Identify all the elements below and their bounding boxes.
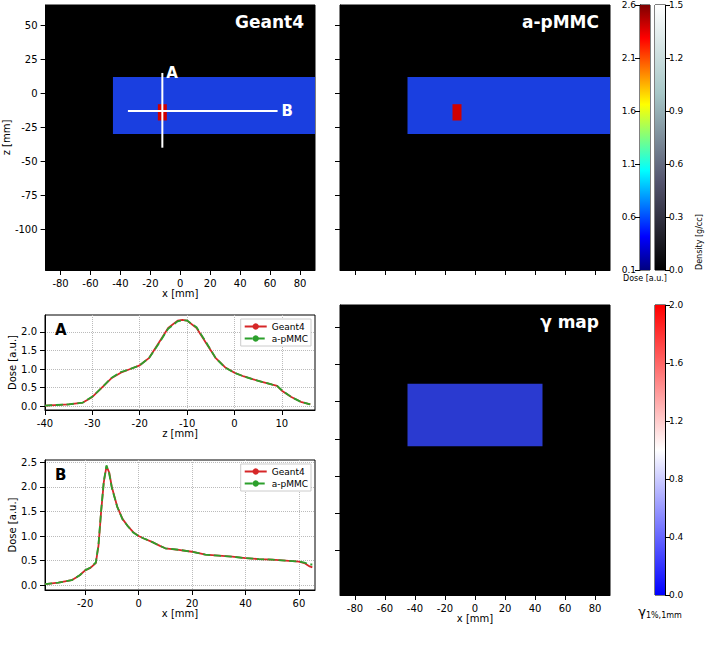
svg-text:40: 40 (234, 278, 247, 289)
svg-text:z [mm]: z [mm] (1, 120, 12, 156)
svg-text:Geant4: Geant4 (272, 467, 305, 477)
svg-text:20: 20 (186, 598, 199, 609)
svg-text:10: 10 (275, 418, 288, 429)
svg-text:1.0: 1.0 (21, 364, 37, 375)
svg-text:0: 0 (31, 88, 37, 99)
svg-text:-80: -80 (347, 603, 363, 614)
svg-text:γ map: γ map (540, 312, 599, 332)
svg-text:0.0: 0.0 (21, 580, 37, 591)
svg-text:a-pMMC: a-pMMC (272, 334, 308, 344)
svg-text:60: 60 (293, 598, 306, 609)
svg-text:1.0: 1.0 (21, 531, 37, 542)
svg-text:2.0: 2.0 (21, 326, 37, 337)
svg-text:-40: -40 (112, 278, 128, 289)
svg-text:1.6: 1.6 (622, 106, 637, 116)
svg-text:Dose [a.u.]: Dose [a.u.] (7, 335, 18, 390)
svg-text:40: 40 (239, 598, 252, 609)
svg-text:a-pMMC: a-pMMC (272, 479, 308, 489)
svg-text:1.6: 1.6 (669, 358, 684, 368)
svg-text:0.6: 0.6 (669, 159, 684, 169)
svg-text:Density [g/cc]: Density [g/cc] (695, 214, 704, 270)
svg-text:2.0: 2.0 (21, 481, 37, 492)
svg-text:-25: -25 (21, 122, 37, 133)
svg-text:-80: -80 (52, 278, 68, 289)
svg-text:x [mm]: x [mm] (162, 608, 198, 619)
svg-text:0.8: 0.8 (669, 474, 684, 484)
svg-text:0.4: 0.4 (669, 532, 684, 542)
svg-text:0.5: 0.5 (21, 555, 37, 566)
svg-text:Geant4: Geant4 (272, 322, 305, 332)
svg-text:20: 20 (204, 278, 217, 289)
svg-text:1.5: 1.5 (21, 345, 37, 356)
svg-text:-75: -75 (21, 190, 37, 201)
svg-text:50: 50 (25, 20, 38, 31)
svg-text:2.0: 2.0 (669, 300, 684, 310)
svg-text:0.1: 0.1 (622, 265, 636, 275)
svg-text:0.0: 0.0 (669, 590, 684, 600)
svg-text:1.2: 1.2 (669, 416, 683, 426)
svg-text:-40: -40 (407, 603, 423, 614)
svg-text:A: A (166, 64, 178, 82)
svg-text:-20: -20 (437, 603, 453, 614)
svg-text:0.0: 0.0 (21, 401, 37, 412)
svg-text:-20: -20 (77, 598, 93, 609)
svg-text:-30: -30 (84, 418, 100, 429)
svg-text:0.0: 0.0 (669, 265, 684, 275)
svg-text:0: 0 (177, 278, 183, 289)
svg-text:-50: -50 (21, 156, 37, 167)
svg-text:0.3: 0.3 (669, 212, 683, 222)
svg-text:-10: -10 (179, 418, 195, 429)
svg-text:0: 0 (135, 598, 141, 609)
svg-text:80: 80 (294, 278, 307, 289)
svg-text:1.2: 1.2 (669, 53, 683, 63)
svg-text:-60: -60 (377, 603, 393, 614)
svg-text:z [mm]: z [mm] (162, 428, 198, 439)
svg-text:A: A (55, 321, 67, 339)
svg-text:-40: -40 (37, 418, 53, 429)
svg-text:Dose [a.u.]: Dose [a.u.] (7, 497, 18, 552)
svg-text:80: 80 (589, 603, 602, 614)
svg-text:-100: -100 (15, 224, 38, 235)
svg-text:-20: -20 (142, 278, 158, 289)
svg-text:2.1: 2.1 (622, 53, 636, 63)
svg-text:x [mm]: x [mm] (457, 613, 493, 624)
svg-text:γ: γ (638, 603, 646, 619)
svg-text:40: 40 (529, 603, 542, 614)
svg-text:20: 20 (499, 603, 512, 614)
svg-text:0.9: 0.9 (669, 106, 684, 116)
svg-text:1.5: 1.5 (669, 0, 683, 10)
svg-text:B: B (55, 466, 66, 484)
svg-text:Dose [a.u.]: Dose [a.u.] (623, 273, 667, 283)
svg-text:B: B (282, 102, 293, 120)
svg-text:2.5: 2.5 (21, 457, 37, 468)
svg-text:25: 25 (25, 54, 38, 65)
svg-text:60: 60 (559, 603, 572, 614)
svg-text:1.1: 1.1 (622, 159, 636, 169)
svg-text:60: 60 (264, 278, 277, 289)
svg-text:1.5: 1.5 (21, 506, 37, 517)
svg-text:x [mm]: x [mm] (162, 288, 198, 299)
svg-text:2.6: 2.6 (622, 0, 637, 10)
svg-text:0.6: 0.6 (622, 212, 637, 222)
svg-text:-60: -60 (82, 278, 98, 289)
svg-text:1%,1mm: 1%,1mm (646, 611, 682, 620)
svg-text:Geant4: Geant4 (235, 12, 304, 32)
svg-text:0.5: 0.5 (21, 382, 37, 393)
svg-text:0: 0 (472, 603, 478, 614)
svg-text:a-pMMC: a-pMMC (522, 12, 599, 32)
svg-text:-20: -20 (132, 418, 148, 429)
svg-text:0: 0 (231, 418, 237, 429)
